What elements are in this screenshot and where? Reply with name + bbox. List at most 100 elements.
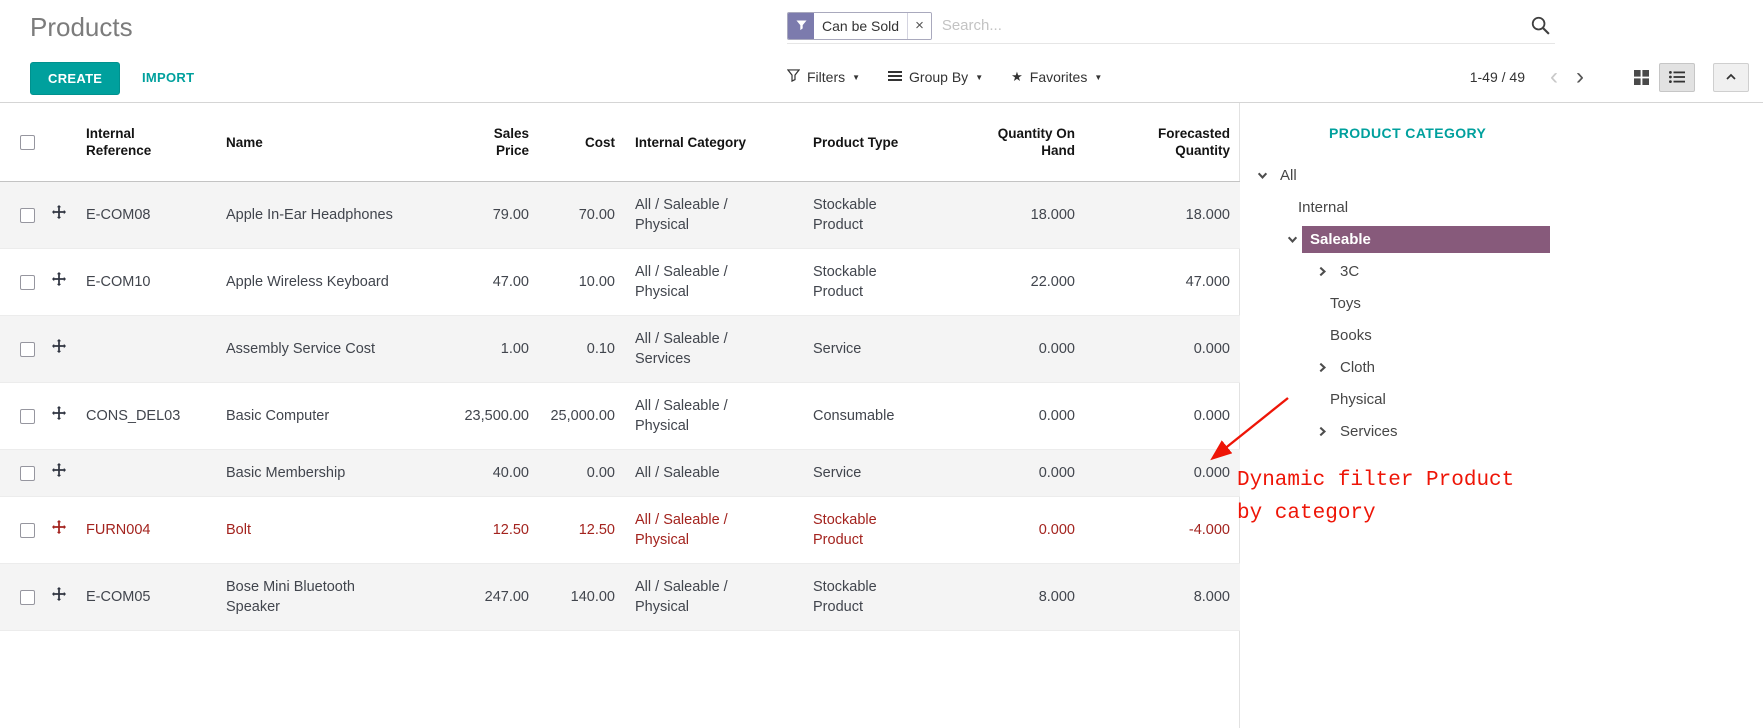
- cell-qty_on_hand: 0.000: [973, 383, 1085, 450]
- category-item-3c[interactable]: 3C: [1240, 255, 1550, 287]
- table-row[interactable]: FURN004 Bolt 12.50 12.50 All / Saleable / Ph…: [0, 497, 1240, 564]
- cell-qty_on_hand: 0.000: [973, 450, 1085, 497]
- cell-type-value: Consumable: [813, 408, 895, 424]
- row-checkbox[interactable]: [20, 522, 35, 538]
- cell-cost-value: 10.00: [578, 274, 615, 290]
- cell-name: Assembly Service Cost: [216, 316, 451, 383]
- cell-type-value: Service: [813, 465, 862, 481]
- column-header-label: Sales Price: [493, 126, 529, 158]
- column-header-category[interactable]: Internal Category: [625, 103, 803, 182]
- favorites-label: Favorites: [1029, 69, 1088, 85]
- category-item-all[interactable]: All: [1240, 159, 1550, 191]
- search-magnifier-icon[interactable]: [1530, 15, 1551, 36]
- column-header-cost[interactable]: Cost: [539, 103, 625, 182]
- remove-facet-icon[interactable]: ×: [908, 12, 931, 39]
- cell-name-value: Basic Computer: [226, 408, 330, 424]
- cell-type: Stockable Product: [803, 182, 973, 249]
- star-icon: ★: [1011, 69, 1023, 84]
- filters-dropdown[interactable]: Filters ▼: [786, 69, 860, 85]
- cell-forecasted-value: 0.000: [1193, 341, 1230, 357]
- drag-handle-icon[interactable]: [52, 520, 66, 534]
- cell-type: Service: [803, 316, 973, 383]
- category-item-cloth[interactable]: Cloth: [1240, 351, 1550, 383]
- cell-name-value: Assembly Service Cost: [226, 341, 376, 357]
- content-area: Internal Reference Name Sales Price Cost Int…: [0, 103, 1763, 728]
- table-body: E-COM08 Apple In-Ear Headphones 79.00 70.00…: [0, 181, 1240, 631]
- cell-cost-value: 140.00: [570, 589, 615, 605]
- drag-handle-icon[interactable]: [52, 587, 66, 601]
- category-label: 3C: [1340, 262, 1360, 280]
- cell-sales_price: 12.50: [451, 497, 539, 564]
- cell-category-value: All / Saleable / Physical: [635, 264, 728, 300]
- group-by-dropdown[interactable]: Group By ▼: [888, 69, 983, 85]
- drag-handle-icon[interactable]: [52, 406, 66, 420]
- pager-range[interactable]: 1-49 / 49: [1469, 69, 1525, 85]
- collapse-panel-button[interactable]: [1713, 62, 1749, 92]
- cell-ref: E-COM05: [76, 564, 216, 631]
- table-row[interactable]: E-COM08 Apple In-Ear Headphones 79.00 70.00…: [0, 181, 1240, 249]
- search-facet[interactable]: Can be Sold ×: [787, 11, 932, 40]
- cell-forecasted: -4.000: [1085, 497, 1240, 564]
- chevron-right-icon[interactable]: [1312, 266, 1332, 277]
- pager-previous-button[interactable]: ‹: [1541, 65, 1567, 89]
- column-header-qty_on_hand[interactable]: Quantity On Hand: [973, 103, 1085, 182]
- chevron-down-icon[interactable]: [1282, 234, 1302, 245]
- column-header-type[interactable]: Product Type: [803, 103, 973, 182]
- category-label: Services: [1340, 422, 1398, 440]
- category-label: Books: [1330, 326, 1372, 344]
- row-checkbox[interactable]: [20, 408, 35, 424]
- favorites-dropdown[interactable]: ★ Favorites ▼: [1011, 69, 1102, 85]
- category-item-saleable[interactable]: Saleable: [1240, 223, 1550, 255]
- chevron-down-icon[interactable]: [1252, 170, 1272, 181]
- create-button[interactable]: CREATE: [30, 62, 121, 95]
- cell-qty_on_hand-value: 18.000: [1030, 207, 1075, 223]
- cell-forecasted: 0.000: [1085, 450, 1240, 497]
- cell-ref-value: E-COM05: [86, 589, 151, 605]
- category-item-books[interactable]: Books: [1240, 319, 1550, 351]
- drag-handle-icon[interactable]: [52, 463, 66, 477]
- kanban-view-button[interactable]: [1623, 62, 1659, 92]
- category-item-toys[interactable]: Toys: [1240, 287, 1550, 319]
- table-row[interactable]: E-COM10 Apple Wireless Keyboard 47.00 10.00…: [0, 249, 1240, 316]
- cell-type-value: Stockable Product: [813, 512, 877, 548]
- table-row[interactable]: Assembly Service Cost 1.00 0.10 All / Salea…: [0, 315, 1240, 383]
- row-select-cell: [0, 497, 42, 564]
- chevron-right-icon[interactable]: [1312, 362, 1332, 373]
- row-select-cell: [0, 383, 42, 450]
- row-checkbox[interactable]: [20, 589, 35, 605]
- cell-forecasted-value: 47.000: [1185, 274, 1230, 290]
- category-panel-title: PRODUCT CATEGORY: [1329, 125, 1487, 141]
- row-checkbox[interactable]: [20, 341, 35, 357]
- drag-handle-icon[interactable]: [52, 339, 66, 353]
- category-tree: All Internal Saleable 3C Toys Books Cloth Physi…: [1240, 159, 1550, 447]
- column-header-ref[interactable]: Internal Reference: [76, 103, 216, 182]
- category-item-services[interactable]: Services: [1240, 415, 1550, 447]
- category-item-physical[interactable]: Physical: [1240, 383, 1550, 415]
- cell-ref-value: E-COM10: [86, 274, 151, 290]
- table-row[interactable]: CONS_DEL03 Basic Computer 23,500.00 25,000.…: [0, 383, 1240, 450]
- cell-sales_price-value: 1.00: [500, 341, 529, 357]
- chevron-right-icon[interactable]: [1312, 426, 1332, 437]
- row-checkbox[interactable]: [20, 207, 35, 223]
- select-all-checkbox[interactable]: [20, 135, 35, 151]
- cell-category: All / Saleable: [625, 450, 803, 497]
- column-header-label: Internal Reference: [86, 126, 152, 158]
- row-checkbox[interactable]: [20, 274, 35, 290]
- pager-next-button[interactable]: ›: [1567, 65, 1593, 89]
- import-button[interactable]: IMPORT: [132, 62, 204, 93]
- search-input[interactable]: [931, 17, 1530, 34]
- list-view-button[interactable]: [1659, 62, 1695, 92]
- column-header-name[interactable]: Name: [216, 103, 451, 182]
- drag-handle-icon[interactable]: [52, 205, 66, 219]
- category-item-internal[interactable]: Internal: [1240, 191, 1550, 223]
- column-header-sales_price[interactable]: Sales Price: [451, 103, 539, 182]
- cell-cost-value: 12.50: [578, 522, 615, 538]
- drag-handle-icon[interactable]: [52, 272, 66, 286]
- table-header-row: Internal Reference Name Sales Price Cost Int…: [0, 103, 1240, 182]
- table-row[interactable]: E-COM05 Bose Mini Bluetooth Speaker 247.00…: [0, 563, 1240, 631]
- row-checkbox[interactable]: [20, 465, 35, 481]
- column-header-forecasted[interactable]: Forecasted Quantity: [1085, 103, 1240, 182]
- table-row[interactable]: Basic Membership 40.00 0.00 All / Saleable S…: [0, 449, 1240, 497]
- row-handle-cell: [42, 316, 76, 383]
- column-header-label: Forecasted Quantity: [1157, 126, 1230, 158]
